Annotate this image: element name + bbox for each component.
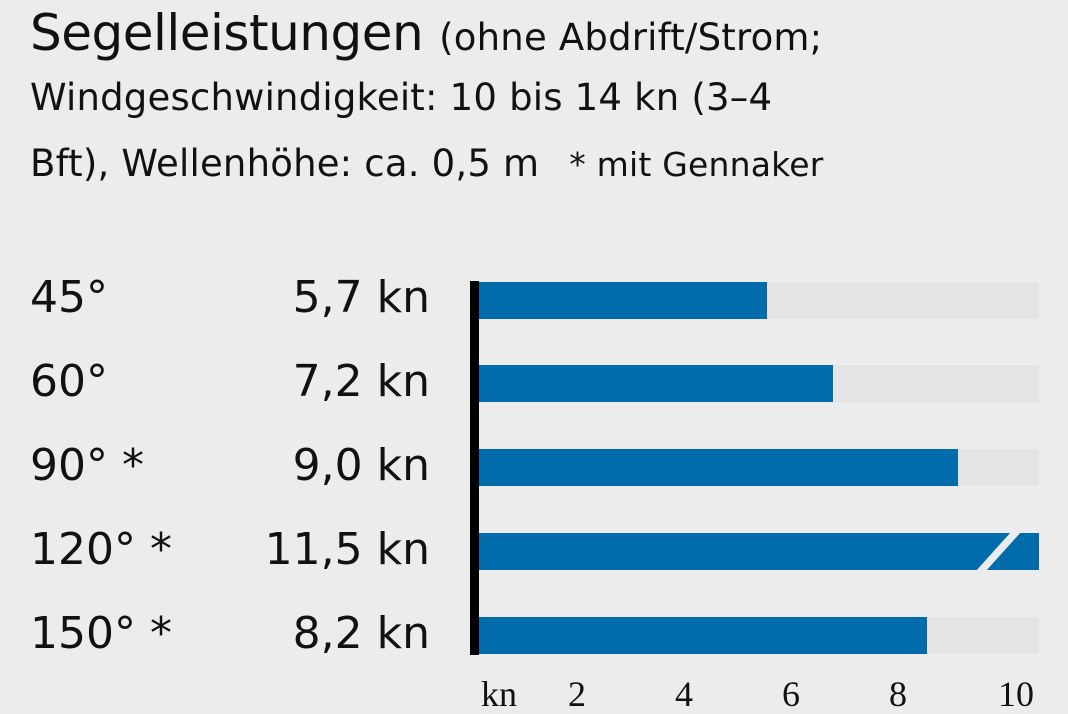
x-axis-tick: 6: [782, 674, 800, 714]
chart-subtitle-part2: Windgeschwindigkeit: 10 bis 14 kn (3–4: [30, 76, 773, 119]
footnote-gennaker: * mit Gennaker: [569, 145, 824, 184]
bar-track: [479, 365, 1039, 402]
chart-title: Segelleistungen: [30, 4, 424, 62]
bar-120: [479, 533, 1039, 570]
row-speed-value: 8,2 kn: [292, 608, 430, 659]
bar-45: [479, 282, 767, 319]
x-axis-tick: 8: [889, 674, 907, 714]
x-axis-tick: 10: [998, 674, 1034, 714]
x-axis-unit-label: kn: [481, 674, 517, 714]
gennaker-marker: *: [122, 440, 144, 491]
title-line: Segelleistungen (ohne Abdrift/Strom;: [30, 4, 822, 62]
angle-text: 60°: [30, 356, 108, 407]
bar-150: [479, 617, 927, 654]
row-speed-value: 9,0 kn: [292, 440, 430, 491]
bar-track: [479, 531, 1039, 572]
bar-track: [479, 282, 1039, 319]
bar-90: [479, 449, 958, 486]
x-axis-tick: 4: [675, 674, 693, 714]
subtitle-line3: Bft), Wellenhöhe: ca. 0,5 m * mit Gennake…: [30, 142, 824, 185]
chart-subtitle-part1: (ohne Abdrift/Strom;: [439, 16, 823, 59]
bar-60: [479, 365, 833, 402]
x-axis-tick: 2: [568, 674, 586, 714]
angle-text: 90°: [30, 440, 108, 491]
row-angle-label: 120° *: [30, 524, 172, 575]
row-angle-label: 45°: [30, 272, 108, 323]
gennaker-marker: *: [149, 608, 172, 659]
gennaker-marker: *: [149, 524, 172, 575]
row-angle-label: 60°: [30, 356, 108, 407]
row-speed-value: 7,2 kn: [292, 356, 430, 407]
row-angle-label: 150° *: [30, 608, 172, 659]
bar-track: [479, 449, 1039, 486]
bar-track: [479, 617, 1039, 654]
y-axis-line: [470, 281, 479, 655]
row-speed-value: 11,5 kn: [264, 524, 430, 575]
row-speed-value: 5,7 kn: [292, 272, 430, 323]
angle-text: 45°: [30, 272, 108, 323]
row-angle-label: 90° *: [30, 440, 144, 491]
angle-text: 120°: [30, 524, 136, 575]
chart-subtitle-part3: Bft), Wellenhöhe: ca. 0,5 m: [30, 142, 540, 185]
angle-text: 150°: [30, 608, 136, 659]
